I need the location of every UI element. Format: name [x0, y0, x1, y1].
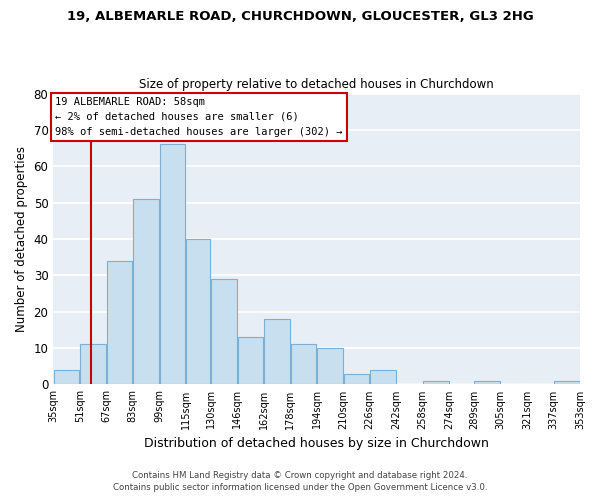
Bar: [290, 344, 316, 385]
Title: Size of property relative to detached houses in Churchdown: Size of property relative to detached ho…: [139, 78, 494, 91]
Bar: [133, 199, 159, 384]
Bar: [238, 337, 263, 384]
Text: 19 ALBEMARLE ROAD: 58sqm
← 2% of detached houses are smaller (6)
98% of semi-det: 19 ALBEMARLE ROAD: 58sqm ← 2% of detache…: [55, 97, 343, 137]
Bar: [160, 144, 185, 384]
Bar: [54, 370, 79, 384]
Bar: [423, 381, 449, 384]
Bar: [211, 279, 237, 384]
Bar: [344, 374, 369, 384]
X-axis label: Distribution of detached houses by size in Churchdown: Distribution of detached houses by size …: [144, 437, 489, 450]
Text: Contains HM Land Registry data © Crown copyright and database right 2024.
Contai: Contains HM Land Registry data © Crown c…: [113, 471, 487, 492]
Bar: [186, 239, 210, 384]
Bar: [554, 381, 580, 384]
Y-axis label: Number of detached properties: Number of detached properties: [15, 146, 28, 332]
Bar: [264, 319, 290, 384]
Text: 19, ALBEMARLE ROAD, CHURCHDOWN, GLOUCESTER, GL3 2HG: 19, ALBEMARLE ROAD, CHURCHDOWN, GLOUCEST…: [67, 10, 533, 23]
Bar: [80, 344, 106, 385]
Bar: [107, 261, 133, 384]
Bar: [317, 348, 343, 385]
Bar: [370, 370, 396, 384]
Bar: [475, 381, 500, 384]
